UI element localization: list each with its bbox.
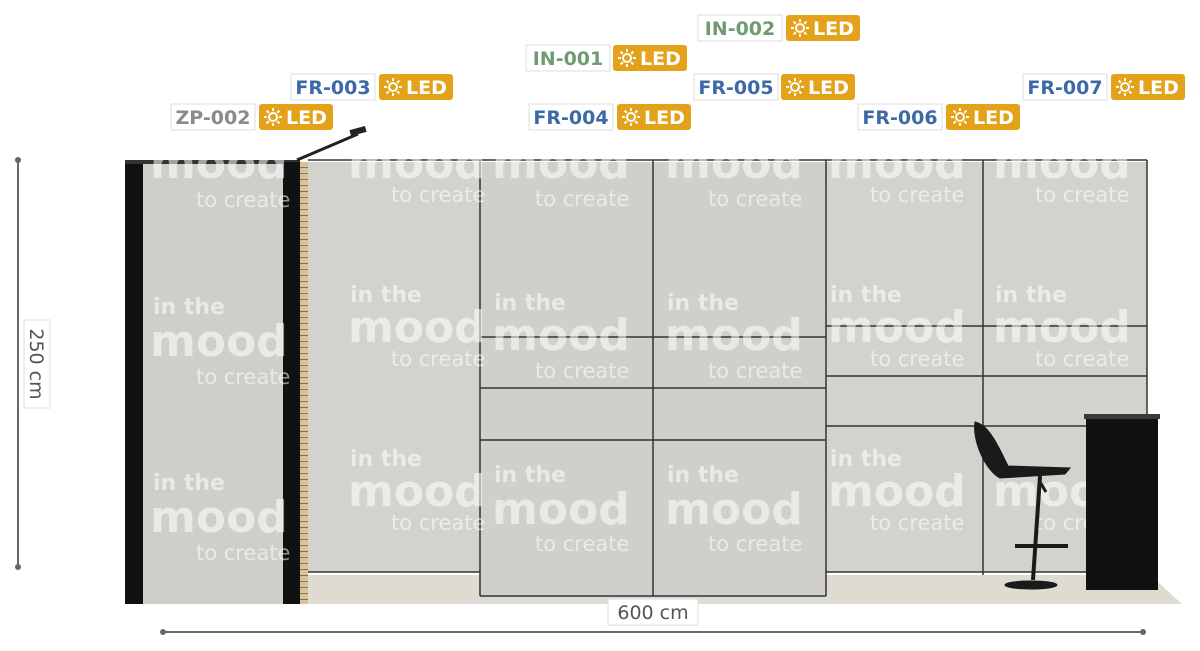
watermark: in the (667, 463, 739, 488)
label-code: ZP-002 (176, 107, 251, 129)
watermark: to create (870, 511, 964, 535)
label-badge: LED (406, 77, 447, 99)
watermark: to create (535, 187, 629, 211)
label-code: FR-005 (698, 77, 773, 99)
label: ZP-002 LED (170, 103, 333, 131)
watermark: in the (153, 471, 225, 496)
watermark: mood (348, 138, 486, 189)
label: IN-002 LED (697, 14, 860, 42)
counter (1084, 414, 1160, 590)
label-code: FR-003 (295, 77, 370, 99)
label-code: FR-006 (862, 107, 937, 129)
watermark: in the (153, 295, 225, 320)
watermark: mood (150, 492, 288, 543)
label-badge: LED (808, 77, 849, 99)
width-dimension: 600 cm (160, 598, 1146, 635)
watermark: mood (993, 138, 1131, 189)
watermark: to create (391, 183, 485, 207)
watermark: to create (1035, 347, 1129, 371)
label: IN-001 LED (525, 44, 687, 72)
watermark: in the (830, 447, 902, 472)
width-label: 600 cm (617, 602, 688, 624)
watermark: mood (993, 302, 1131, 353)
watermark: mood (665, 310, 803, 361)
label: FR-005 LED (693, 73, 855, 101)
watermark: to create (708, 187, 802, 211)
watermark: mood (348, 466, 486, 517)
watermark: to create (535, 359, 629, 383)
watermark: mood (150, 316, 288, 367)
label-badge: LED (973, 107, 1014, 129)
watermark: mood (150, 138, 288, 189)
label-badge: LED (640, 48, 681, 70)
height-dimension: 250 cm (15, 157, 51, 570)
lamp (296, 126, 367, 162)
label-code: FR-007 (1027, 77, 1102, 99)
watermark: to create (391, 511, 485, 535)
label: FR-004 LED (528, 103, 691, 131)
watermark: mood (828, 138, 966, 189)
label: FR-006 LED (857, 103, 1020, 131)
watermark: in the (830, 283, 902, 308)
watermark: in the (995, 283, 1067, 308)
watermark: to create (1035, 183, 1129, 207)
watermark: in the (350, 283, 422, 308)
watermark: in the (350, 447, 422, 472)
watermark: in the (494, 463, 566, 488)
watermark: to create (708, 359, 802, 383)
label-badge: LED (813, 18, 854, 40)
watermark: mood (492, 484, 630, 535)
watermark: in the (494, 291, 566, 316)
watermark: to create (391, 347, 485, 371)
label-code: IN-002 (705, 18, 776, 40)
wall (125, 159, 1148, 604)
height-label: 250 cm (25, 328, 47, 399)
watermark: mood (665, 138, 803, 189)
watermark: to create (196, 365, 290, 389)
watermark: to create (535, 532, 629, 556)
watermark: mood (348, 302, 486, 353)
watermark: to create (196, 541, 290, 565)
label-code: IN-001 (533, 48, 604, 70)
watermark: to create (870, 347, 964, 371)
label-badge: LED (1138, 77, 1179, 99)
label: FR-003 LED (290, 73, 453, 101)
label-badge: LED (644, 107, 685, 129)
watermark: mood (492, 138, 630, 189)
watermark: mood (828, 302, 966, 353)
label-badge: LED (286, 107, 327, 129)
label-code: FR-004 (533, 107, 608, 129)
watermark: mood (492, 310, 630, 361)
watermark: in the (667, 291, 739, 316)
watermark: mood (665, 484, 803, 535)
bar-stool (974, 421, 1072, 590)
watermark: mood (828, 466, 966, 517)
watermarks: mood to create in the mood to create in … (150, 138, 1131, 565)
watermark: to create (196, 188, 290, 212)
label: FR-007 LED (1022, 73, 1185, 101)
watermark: to create (870, 183, 964, 207)
watermark: to create (708, 532, 802, 556)
